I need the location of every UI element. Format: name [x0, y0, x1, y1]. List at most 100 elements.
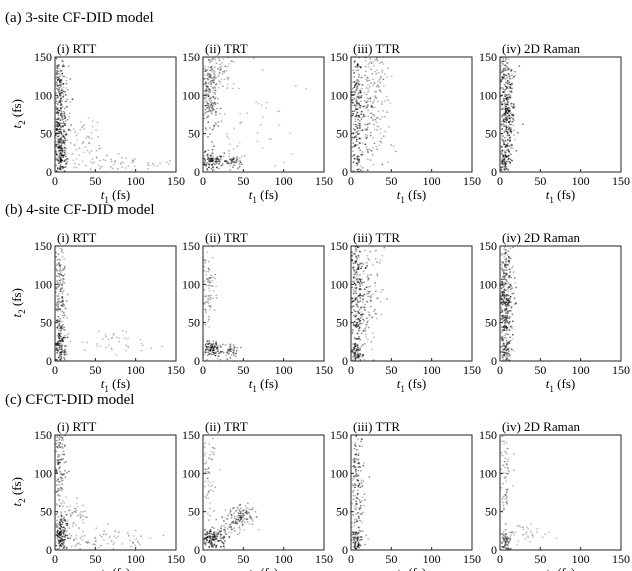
contour-point — [509, 127, 512, 129]
contour-point — [222, 542, 225, 544]
contour-point — [58, 542, 60, 544]
y-tick-label: 0 — [46, 354, 52, 368]
contour-point — [504, 258, 507, 261]
contour-point — [64, 345, 66, 347]
contour-point — [215, 351, 217, 353]
contour-point — [383, 135, 385, 137]
contour-point — [354, 90, 356, 92]
contour-point — [502, 158, 505, 160]
contour-point — [505, 298, 507, 301]
contour-point — [358, 226, 360, 227]
contour-point — [55, 267, 58, 270]
contour-point — [239, 516, 242, 519]
contour-point — [133, 165, 136, 168]
x-tick-label: 100 — [423, 363, 441, 377]
contour-point — [357, 158, 359, 160]
contour-point — [229, 143, 231, 145]
contour-point — [355, 214, 357, 215]
contour-point — [59, 458, 61, 461]
contour-point — [58, 132, 60, 135]
contour-point — [212, 437, 214, 439]
contour-point — [60, 346, 63, 348]
contour-point — [504, 529, 507, 531]
contour-point — [359, 297, 362, 299]
contour-point — [508, 531, 511, 534]
contour-point — [353, 81, 356, 83]
contour-point — [224, 540, 226, 542]
contour-point — [503, 131, 506, 133]
contour-point — [353, 26, 355, 27]
x-axis-label-sub: 1 — [400, 195, 405, 205]
contour-point — [60, 156, 62, 159]
contour-point — [370, 211, 372, 212]
contour-point — [55, 164, 58, 167]
contour-point — [367, 278, 370, 281]
contour-point — [507, 294, 509, 296]
contour-point — [351, 146, 353, 148]
contour-point — [351, 94, 354, 96]
contour-point — [365, 11, 367, 12]
contour-point — [60, 74, 62, 76]
contour-point — [214, 77, 216, 79]
contour-point — [363, 281, 365, 283]
contour-point — [506, 155, 509, 157]
contour-point — [354, 483, 356, 485]
contour-point — [257, 103, 260, 105]
contour-point — [211, 257, 214, 259]
contour-point — [61, 520, 63, 522]
contour-point — [366, 124, 368, 126]
contour-point — [237, 518, 240, 520]
contour-point — [214, 345, 217, 347]
contour-point — [227, 350, 230, 352]
contour-point — [366, 101, 368, 103]
contour-point — [204, 534, 207, 536]
contour-point — [56, 471, 58, 474]
contour-point — [505, 306, 508, 308]
contour-point — [354, 253, 356, 255]
contour-point — [510, 116, 513, 119]
contour-point — [58, 337, 60, 339]
contour-point — [356, 82, 359, 84]
contour-point — [512, 292, 515, 295]
contour-point — [374, 308, 376, 311]
contour-point — [75, 509, 78, 512]
contour-point — [356, 537, 359, 539]
contour-point — [208, 519, 210, 521]
contour-point — [55, 513, 58, 515]
contour-point — [203, 463, 205, 465]
contour-point — [369, 58, 371, 60]
contour-point — [362, 116, 364, 118]
contour-point — [503, 131, 505, 134]
contour-point — [504, 537, 506, 539]
contour-point — [351, 99, 353, 101]
contour-point — [229, 526, 232, 528]
contour-point — [71, 525, 74, 528]
contour-point — [237, 168, 239, 170]
contour-point — [57, 548, 59, 550]
y-axis-label-var: t — [9, 314, 24, 318]
contour-point — [367, 277, 369, 279]
contour-point — [500, 297, 503, 300]
contour-point — [61, 118, 63, 121]
contour-point — [508, 342, 511, 344]
contour-point — [56, 532, 59, 534]
y-axis-label-var: t — [9, 125, 24, 129]
contour-point — [358, 120, 361, 122]
contour-point — [363, 320, 365, 322]
contour-point — [220, 78, 223, 81]
contour-point — [510, 153, 512, 155]
x-axis-label: t1 (fs) — [546, 565, 575, 571]
contour-point — [232, 522, 235, 524]
contour-point — [59, 534, 61, 537]
contour-point — [502, 320, 505, 322]
contour-point — [62, 336, 65, 339]
contour-point — [204, 537, 207, 540]
contour-point — [501, 266, 503, 269]
contour-point — [506, 274, 508, 277]
contour-point — [208, 103, 210, 105]
contour-point — [208, 471, 210, 473]
contour-point — [524, 537, 527, 540]
contour-point — [208, 342, 210, 345]
contour-point — [505, 283, 507, 285]
contour-point — [502, 326, 504, 329]
